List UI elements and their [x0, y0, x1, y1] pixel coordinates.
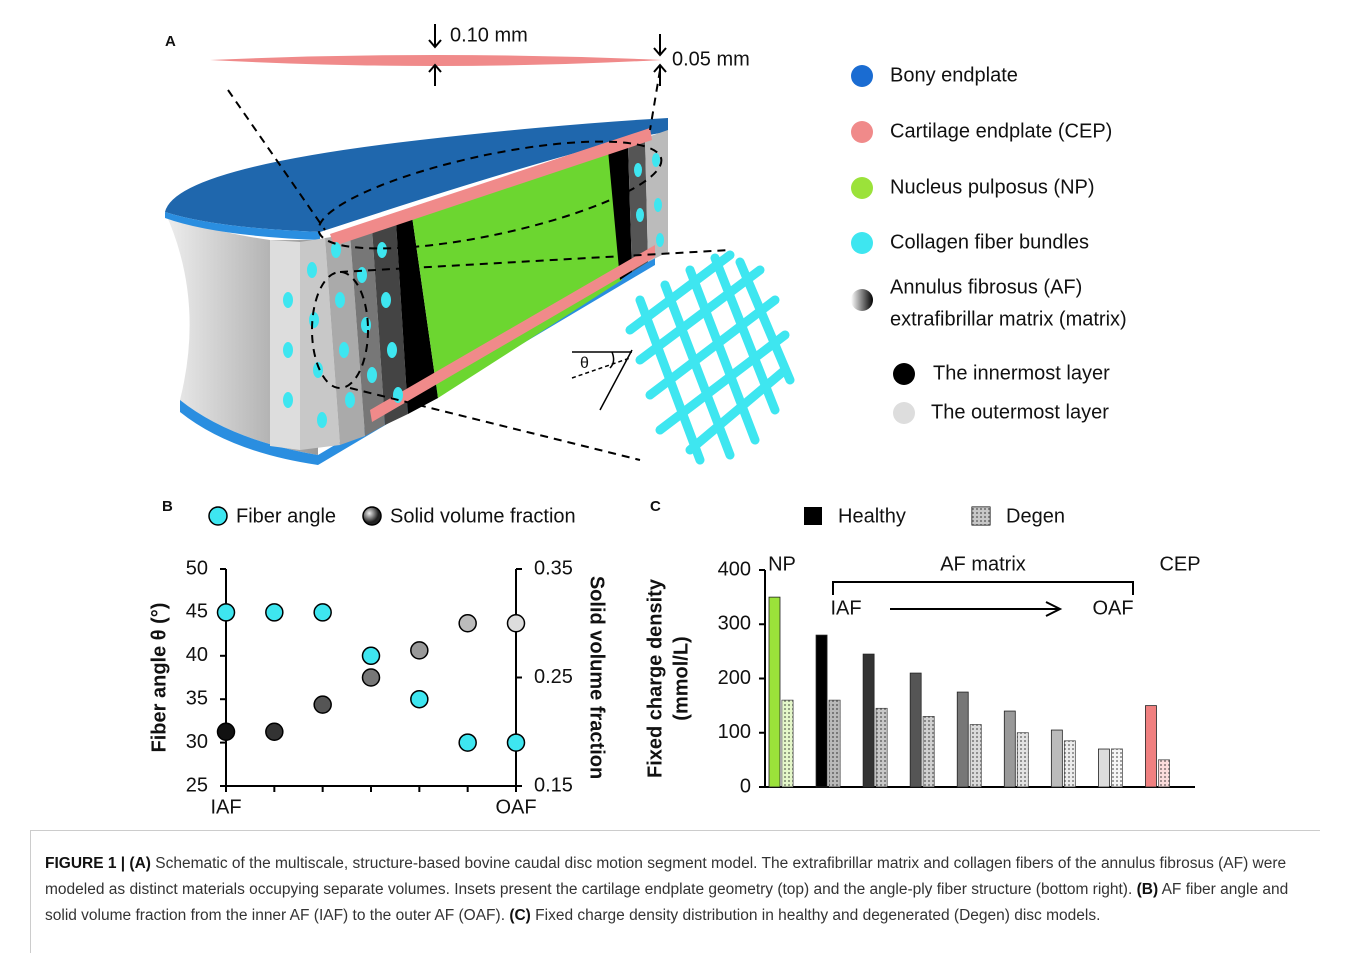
bar [910, 673, 921, 787]
panel-label: C [650, 498, 661, 515]
y-axis-title: Fixed charge density [644, 578, 666, 778]
bar-hatch [970, 725, 981, 787]
point [218, 604, 235, 621]
legend-label: Nucleus pulposus (NP) [890, 176, 1095, 198]
annotation: IAF [830, 597, 861, 619]
legend-label: Healthy [838, 505, 906, 527]
y-tick-label: 30 [186, 731, 208, 753]
legend-label: Fiber angle [236, 505, 336, 527]
legend-marker [893, 402, 915, 424]
angle-label: θ [580, 355, 589, 372]
caption-label: (B) [1137, 881, 1159, 898]
arrow [890, 602, 1060, 616]
y-tick-label: 400 [718, 558, 751, 580]
bar [816, 635, 827, 787]
y-tick-label: 40 [186, 644, 208, 666]
bar-hatch [876, 708, 887, 787]
bar-hatch [1017, 733, 1028, 787]
bar [769, 597, 780, 787]
annotation: OAF [1092, 597, 1133, 619]
legend-label: The outermost layer [931, 401, 1109, 423]
caption-label: FIGURE 1 | (A) [45, 855, 151, 872]
point [508, 615, 525, 632]
bar [1004, 711, 1015, 787]
legend-marker [363, 507, 381, 525]
legend-marker [893, 363, 915, 385]
bar-hatch [782, 700, 793, 787]
panel-label: B [162, 498, 173, 515]
bar [1098, 749, 1109, 787]
legend-label: Solid volume fraction [390, 505, 576, 527]
bar [957, 692, 968, 787]
y-tick-label: 300 [718, 613, 751, 635]
bar [863, 654, 874, 787]
bar [1145, 706, 1156, 787]
annotation: NP [768, 553, 796, 575]
point [314, 696, 331, 713]
y2-tick-label: 0.25 [534, 666, 573, 688]
y-tick-label: 100 [718, 721, 751, 743]
y-tick-label: 50 [186, 557, 208, 579]
legend-label: The innermost layer [933, 362, 1110, 384]
legend-marker [209, 507, 227, 525]
y-tick-label: 25 [186, 774, 208, 796]
x-tick-label: IAF [210, 796, 241, 818]
caption-text: Fixed charge density distribution in hea… [535, 907, 1100, 924]
point [266, 723, 283, 740]
legend-label: Bony endplate [890, 64, 1018, 86]
y-tick-label: 35 [186, 687, 208, 709]
point [314, 604, 331, 621]
legend-label: Degen [1006, 505, 1065, 527]
dimension-label: 0.10 mm [450, 24, 528, 46]
bar [1051, 730, 1062, 787]
point [508, 734, 525, 751]
legend-label: Cartilage endplate (CEP) [890, 120, 1112, 142]
bracket [833, 582, 1133, 595]
legend-a-markers [851, 289, 873, 311]
legend-label: Collagen fiber bundles [890, 231, 1089, 253]
bar-hatch [829, 700, 840, 787]
point [459, 615, 476, 632]
legend-marker [804, 507, 822, 525]
figure-graphics: A B C 0.10 mm 0.05 mm θ Bony endplate Cartilage… [0, 0, 1357, 830]
point [363, 669, 380, 686]
legend-marker [851, 177, 873, 199]
point [411, 642, 428, 659]
y-tick-label: 0 [740, 775, 751, 797]
annotation: AF matrix [940, 553, 1026, 575]
legend-marker [851, 65, 873, 87]
y2-tick-label: 0.35 [534, 557, 573, 579]
dimension-label: 0.05 mm [672, 48, 750, 70]
point [459, 734, 476, 751]
figure: A B C 0.10 mm 0.05 mm θ Bony endplate Cartilage… [0, 0, 1357, 953]
y2-tick-label: 0.15 [534, 774, 573, 796]
caption-label: (C) [509, 907, 531, 924]
y-tick-label: 45 [186, 601, 208, 623]
legend-marker [851, 121, 873, 143]
bar-hatch [1064, 741, 1075, 787]
legend-label: extrafibrillar matrix (matrix) [890, 308, 1127, 330]
disc-schematic [165, 24, 790, 465]
legend-label: Annulus fibrosus (AF) [890, 276, 1082, 298]
y-axis-title: (mmol/L) [670, 636, 692, 720]
bar-hatch [1111, 749, 1122, 787]
y-axis-title: Fiber angle θ (°) [148, 603, 170, 753]
y2-axis-title: Solid volume fraction [586, 576, 608, 779]
x-tick-label: OAF [495, 796, 536, 818]
y-tick-label: 200 [718, 667, 751, 689]
annotation: CEP [1159, 553, 1200, 575]
caption-text: Schematic of the multiscale, structure-b… [45, 855, 1286, 898]
legend-marker [851, 232, 873, 254]
caption: FIGURE 1 | (A) Schematic of the multisca… [30, 830, 1320, 953]
point [411, 691, 428, 708]
point [266, 604, 283, 621]
point [218, 723, 235, 740]
legend-hatch [972, 507, 990, 525]
panel-label: A [165, 33, 176, 50]
bar-hatch [923, 716, 934, 787]
point [363, 647, 380, 664]
bar-hatch [1158, 760, 1169, 787]
